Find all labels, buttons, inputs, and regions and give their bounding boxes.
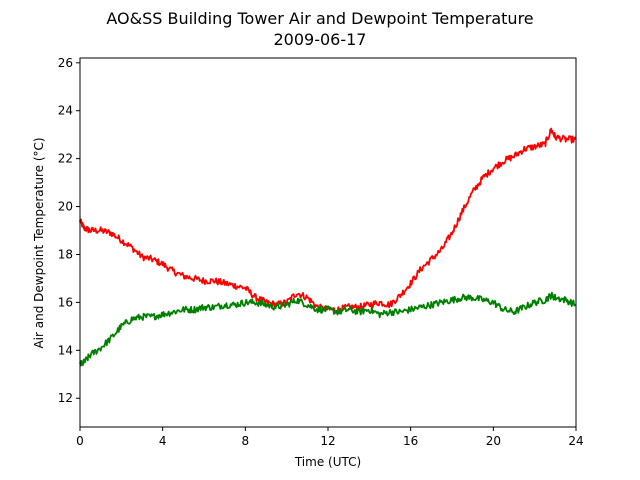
x-tick-label: 16 [403,434,418,448]
x-tick-label: 20 [486,434,501,448]
y-tick-label: 14 [58,343,73,357]
chart-title: AO&SS Building Tower Air and Dewpoint Te… [106,9,533,28]
x-axis-label: Time (UTC) [294,455,361,469]
y-tick-label: 12 [58,391,73,405]
x-tick-label: 12 [320,434,335,448]
y-axis-ticks: 12 14 16 18 20 22 24 26 [58,56,80,405]
x-tick-label: 4 [159,434,167,448]
y-tick-label: 26 [58,56,73,70]
plot-frame [79,57,577,428]
y-tick-label: 18 [58,247,73,261]
x-tick-label: 0 [76,434,84,448]
x-axis-ticks: 0 4 8 12 16 20 24 [76,427,584,448]
x-tick-label: 24 [568,434,583,448]
y-tick-label: 16 [58,295,73,309]
y-axis-label: Air and Dewpoint Temperature (°C) [32,137,46,348]
series-line-1 [79,291,577,367]
y-tick-label: 20 [58,200,73,214]
chart-subtitle: 2009-06-17 [274,30,367,49]
series-line-0 [79,127,577,314]
plot-area [79,127,577,367]
x-tick-label: 8 [242,434,250,448]
y-tick-label: 22 [58,152,73,166]
y-tick-label: 24 [58,104,73,118]
